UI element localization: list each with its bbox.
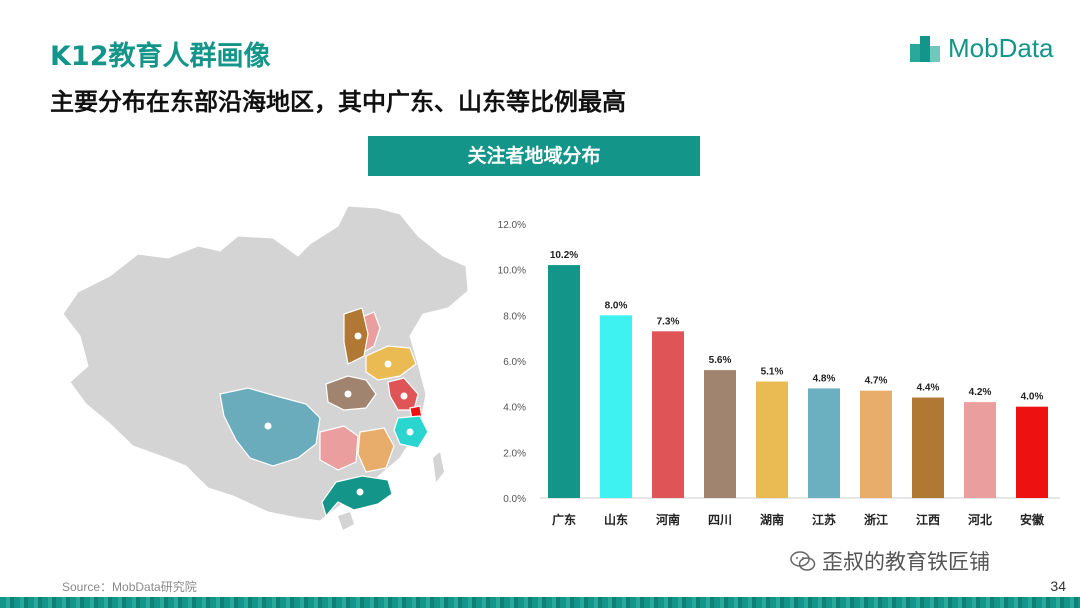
province-jiangxi (357, 427, 395, 473)
bar-9 (964, 402, 996, 498)
watermark-text: 歪叔的教育铁匠铺 (822, 550, 990, 574)
x-category-label: 江西 (916, 512, 940, 527)
x-category-label: 浙江 (864, 512, 888, 527)
source-note: Source：MobData研究院 (62, 580, 197, 594)
y-tick-label: 0.0% (503, 494, 526, 505)
hainan-island (338, 512, 354, 530)
bar-6 (808, 388, 840, 498)
data-label: 4.4% (917, 383, 940, 394)
y-tick-label: 6.0% (503, 357, 526, 368)
region-bar-chart: 0.0% 2.0% 4.0% 6.0% 8.0% 10.0% 12.0% 10.2% 广东 8.0… (490, 208, 1070, 538)
watermark: 歪叔的教育铁匠铺 (790, 546, 990, 576)
x-category-label: 河北 (967, 512, 992, 527)
footer-bar (0, 597, 1080, 608)
y-tick-label: 10.0% (498, 266, 526, 277)
bar-5 (756, 381, 788, 498)
data-label: 4.7% (865, 376, 888, 387)
province-hunan (319, 425, 359, 471)
chart-banner: 关注者地域分布 (368, 136, 700, 176)
province-guangdong (321, 475, 393, 518)
slide-title: K12教育人群画像 (50, 41, 271, 72)
data-label: 4.8% (813, 373, 836, 384)
bar-8 (912, 397, 944, 498)
x-category-label: 山东 (604, 512, 628, 527)
x-category-label: 安徽 (1020, 512, 1045, 527)
x-category-label: 湖南 (760, 512, 784, 527)
bar-1 (548, 265, 580, 498)
data-label: 4.2% (969, 387, 992, 398)
bar-chart-svg: 0.0% 2.0% 4.0% 6.0% 8.0% 10.0% 12.0% 10.2% 广东 8.0… (498, 220, 1060, 527)
slide-subtitle: 主要分布在东部沿海地区，其中广东、山东等比例最高 (50, 88, 626, 116)
data-label: 5.1% (761, 367, 784, 378)
mobdata-logo: MobData (908, 30, 1068, 70)
y-tick-label: 2.0% (503, 448, 526, 459)
bar-4 (704, 370, 736, 498)
province-markers (264, 332, 414, 496)
taiwan-island (433, 452, 444, 482)
wechat-icon (790, 551, 816, 571)
mobdata-logo-icon (910, 36, 940, 62)
data-label: 7.3% (657, 316, 680, 327)
page-number: 34 (1050, 578, 1066, 594)
data-label: 8.0% (605, 300, 628, 311)
bar-10 (1016, 406, 1048, 498)
bar-7 (860, 390, 892, 498)
x-category-label: 河南 (655, 512, 680, 527)
bar-3 (652, 331, 684, 498)
y-tick-label: 4.0% (503, 403, 526, 414)
china-map (48, 196, 488, 546)
y-tick-label: 8.0% (503, 311, 526, 322)
x-category-label: 江苏 (812, 512, 836, 527)
logo-text: MobData (948, 33, 1054, 63)
data-label: 4.0% (1021, 392, 1044, 403)
data-label: 10.2% (550, 250, 578, 261)
x-category-label: 广东 (552, 512, 576, 527)
bar-2 (600, 315, 632, 498)
data-label: 5.6% (709, 355, 732, 366)
x-category-label: 四川 (708, 513, 732, 527)
y-tick-label: 12.0% (498, 220, 526, 231)
